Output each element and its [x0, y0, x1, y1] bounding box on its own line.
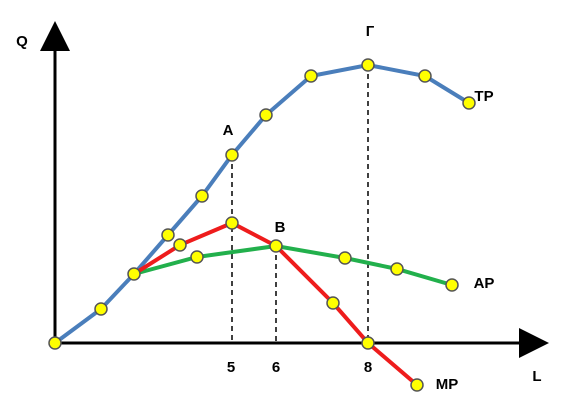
point	[127, 267, 141, 281]
y-axis-label: Q	[16, 33, 28, 50]
point	[161, 228, 175, 242]
point	[48, 336, 62, 350]
tp-curve	[53, 62, 471, 345]
point	[259, 108, 273, 122]
curve-label: TP	[474, 88, 493, 105]
point	[410, 378, 424, 392]
point	[462, 96, 476, 110]
point	[195, 189, 209, 203]
point	[173, 238, 187, 252]
point	[269, 239, 283, 253]
point	[225, 148, 239, 162]
point	[304, 69, 318, 83]
point	[418, 69, 432, 83]
points	[48, 58, 476, 392]
x-tick-label: 6	[272, 359, 280, 376]
point	[94, 302, 108, 316]
point	[190, 250, 204, 264]
curve-label: AP	[474, 275, 495, 292]
point	[390, 262, 404, 276]
curve-label: MP	[436, 376, 459, 393]
x-tick-label: 5	[227, 359, 235, 376]
point	[338, 251, 352, 265]
point	[361, 336, 375, 350]
point	[361, 58, 375, 72]
point	[445, 278, 459, 292]
point-label: B	[275, 219, 286, 236]
x-axis-label: L	[532, 368, 541, 385]
point	[326, 296, 340, 310]
point	[225, 216, 239, 230]
x-tick-label: 8	[364, 359, 372, 376]
guide-lines	[231, 65, 369, 343]
ap-curve	[133, 243, 453, 287]
point-label: Г	[366, 23, 375, 40]
point-label: A	[223, 122, 234, 139]
